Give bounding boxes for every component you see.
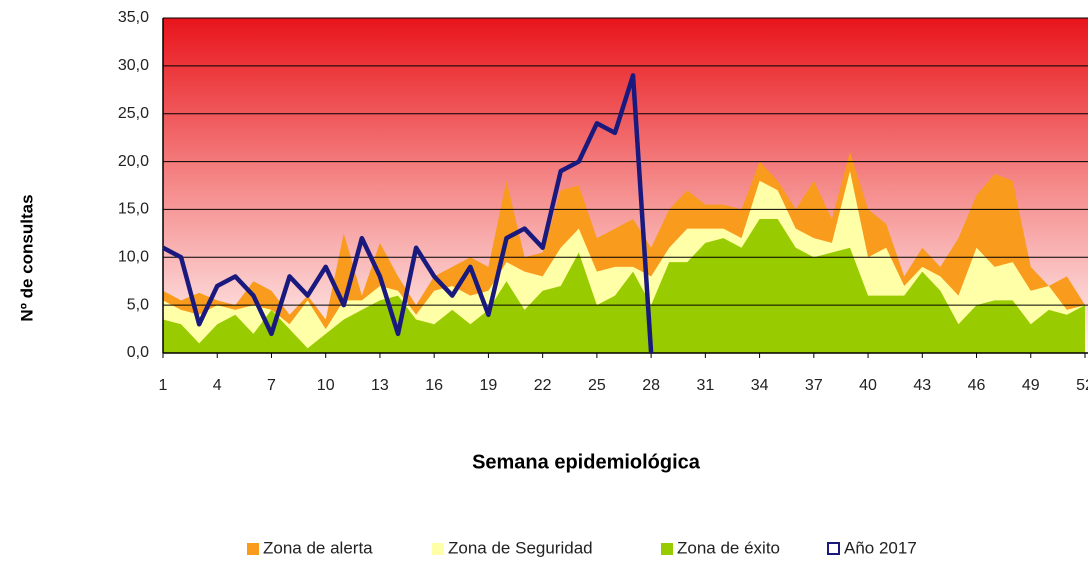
x-tick-label: 46 (968, 377, 986, 394)
y-tick-label: 15,0 (118, 201, 149, 218)
legend-label: Zona de éxito (677, 538, 780, 557)
legend-label: Zona de alerta (263, 538, 373, 557)
x-tick-label: 37 (805, 377, 823, 394)
x-tick-label: 40 (859, 377, 877, 394)
y-axis-title: Nº de consultas (17, 194, 36, 321)
x-tick-label: 22 (534, 377, 552, 394)
legend-label: Año 2017 (844, 538, 917, 557)
line (161, 73, 654, 354)
x-tick-label: 43 (913, 377, 931, 394)
legend-swatch (432, 543, 444, 555)
x-tick-label: 52 (1076, 377, 1088, 394)
x-tick-label: 49 (1022, 377, 1040, 394)
x-tick-label: 34 (751, 377, 769, 394)
y-tick-label: 20,0 (118, 153, 149, 170)
legend-label: Zona de Seguridad (448, 538, 593, 557)
x-tick-label: 31 (696, 377, 714, 394)
x-tick-label: 16 (425, 377, 443, 394)
legend-swatch (827, 542, 840, 555)
y-tick-label: 30,0 (118, 57, 149, 74)
x-tick-label: 25 (588, 377, 606, 394)
x-tick-label: 10 (317, 377, 335, 394)
y-tick-label: 25,0 (118, 105, 149, 122)
x-tick-label: 1 (159, 377, 168, 394)
legend-swatch (247, 543, 259, 555)
x-tick-label: 28 (642, 377, 660, 394)
x-tick-label: 13 (371, 377, 389, 394)
y-tick-label: 0,0 (127, 344, 149, 361)
y-tick-label: 35,0 (118, 9, 149, 26)
y-tick-label: 10,0 (118, 249, 149, 266)
y-tick-label: 5,0 (127, 296, 149, 313)
legend-swatch (661, 543, 673, 555)
x-axis-title: Semana epidemiológica (472, 451, 701, 473)
x-tick-label: 19 (480, 377, 498, 394)
x-tick-label: 7 (267, 377, 276, 394)
x-tick-label: 4 (213, 377, 222, 394)
